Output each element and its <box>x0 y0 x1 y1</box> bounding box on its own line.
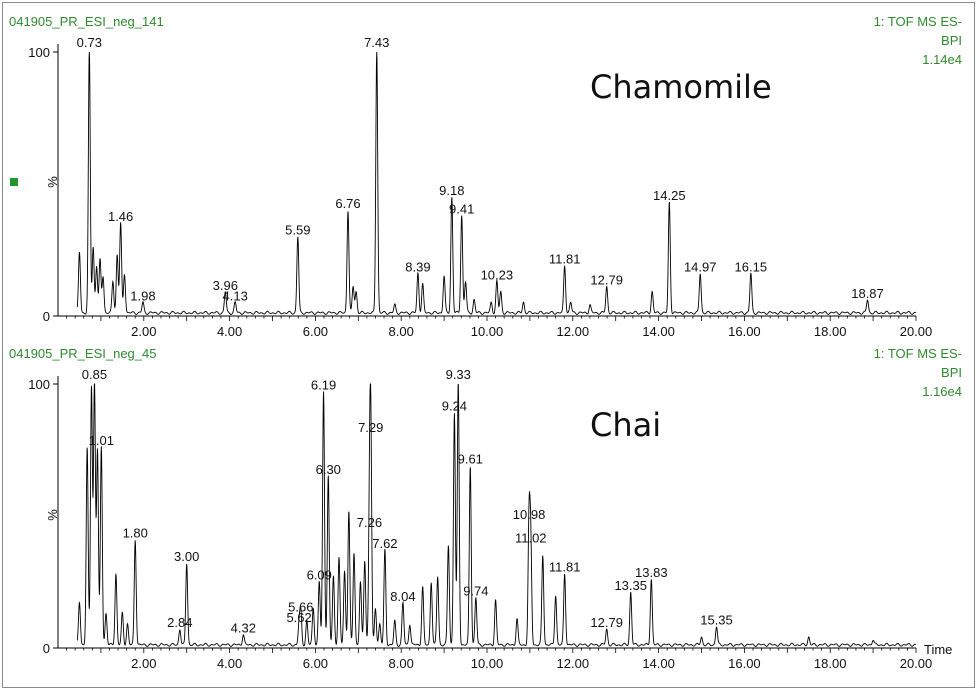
peak-label: 7.43 <box>364 35 389 50</box>
x-tick-label: 10.00 <box>471 656 504 671</box>
green-marker-icon <box>10 178 18 186</box>
panel-header-right-line2: BPI <box>941 365 962 380</box>
y-tick-label: 100 <box>28 377 50 392</box>
panel-header-right-line1: 1: TOF MS ES- <box>874 14 962 29</box>
peak-label: 12.79 <box>590 273 623 288</box>
x-tick-label: 6.00 <box>303 324 328 339</box>
peak-label: 11.81 <box>549 560 581 575</box>
x-tick-label: 18.00 <box>814 324 847 339</box>
x-axis-label: Time <box>924 642 952 657</box>
y-tick-label: 0 <box>43 309 50 324</box>
peak-label: 1.80 <box>123 525 148 540</box>
peak-label: 6.76 <box>335 196 360 211</box>
x-tick-label: 20.00 <box>900 656 933 671</box>
panel-header-right-line3: 1.14e4 <box>922 52 962 67</box>
peak-label: 9.18 <box>439 183 464 198</box>
peak-label: 10.23 <box>481 267 514 282</box>
x-tick-label: 4.00 <box>217 656 242 671</box>
x-tick-label: 16.00 <box>728 324 761 339</box>
peak-label: 3.96 <box>213 278 238 293</box>
panel-header-right-line2: BPI <box>941 33 962 48</box>
panel-header-left: 041905_PR_ESI_neg_45 <box>9 346 156 361</box>
x-tick-label: 12.00 <box>557 324 590 339</box>
peak-label: 2.84 <box>167 615 192 630</box>
peak-label: 8.39 <box>405 259 430 274</box>
panel-header-right-line3: 1.16e4 <box>922 384 962 399</box>
peak-label: 8.04 <box>390 589 415 604</box>
peak-label: 7.29 <box>358 420 383 435</box>
peak-label: 5.66 <box>288 599 313 614</box>
chromatogram-trace <box>76 383 917 647</box>
peak-label: 15.35 <box>700 613 733 628</box>
peak-label: 9.61 <box>458 451 483 466</box>
peak-label: 6.19 <box>311 378 336 393</box>
peak-label: 9.24 <box>442 399 467 414</box>
x-tick-label: 2.00 <box>131 324 156 339</box>
x-tick-label: 18.00 <box>814 656 847 671</box>
peak-label: 9.33 <box>446 367 471 382</box>
peak-label: 7.26 <box>357 515 382 530</box>
panel-chai: 041905_PR_ESI_neg_45 1: TOF MS ES- BPI 1… <box>9 346 962 671</box>
x-tick-label: 2.00 <box>131 656 156 671</box>
peak-label: 1.98 <box>130 288 155 303</box>
peak-label: 4.32 <box>231 620 256 635</box>
x-tick-label: 8.00 <box>389 324 414 339</box>
chromatogram-trace <box>76 51 917 315</box>
peak-label: 11.02 <box>515 531 547 546</box>
peak-label: 6.30 <box>316 462 341 477</box>
y-axis-label: % <box>45 509 60 521</box>
peak-label: 18.87 <box>851 286 884 301</box>
peak-label: 5.59 <box>285 222 310 237</box>
peak-label: 9.74 <box>463 583 488 598</box>
chart-title: Chamomile <box>590 68 772 106</box>
panel-chamomile: 041905_PR_ESI_neg_141 1: TOF MS ES- BPI … <box>9 14 962 339</box>
peak-label: 6.09 <box>307 568 332 583</box>
panel-header-right-line1: 1: TOF MS ES- <box>874 346 962 361</box>
peak-label: 5.62 <box>286 610 311 625</box>
peak-label: 13.83 <box>635 565 668 580</box>
peak-label: 14.97 <box>684 259 717 274</box>
y-tick-label: 100 <box>28 45 50 60</box>
chart-title: Chai <box>590 406 661 444</box>
y-axis-label: % <box>45 176 60 188</box>
x-tick-label: 12.00 <box>557 656 590 671</box>
peak-label: 0.73 <box>77 35 102 50</box>
x-tick-label: 10.00 <box>471 324 504 339</box>
peak-label: 12.79 <box>590 615 623 630</box>
peak-label: 13.35 <box>614 578 647 593</box>
x-tick-label: 14.00 <box>642 656 675 671</box>
y-tick-label: 0 <box>43 641 50 656</box>
peak-label: 1.46 <box>108 209 133 224</box>
x-tick-label: 16.00 <box>728 656 761 671</box>
x-tick-label: 4.00 <box>217 324 242 339</box>
peak-label: 3.00 <box>174 549 199 564</box>
x-tick-label: 20.00 <box>900 324 933 339</box>
peak-label: 11.81 <box>549 251 581 266</box>
peak-label: 9.41 <box>449 201 474 216</box>
peak-label: 4.13 <box>223 288 248 303</box>
panel-header-left: 041905_PR_ESI_neg_141 <box>9 14 164 29</box>
peak-label: 14.25 <box>653 188 686 203</box>
peak-label: 16.15 <box>735 259 768 274</box>
x-tick-label: 8.00 <box>389 656 414 671</box>
peak-label: 0.85 <box>82 367 107 382</box>
x-tick-label: 6.00 <box>303 656 328 671</box>
peak-label: 10.98 <box>513 507 546 522</box>
peak-label: 7.62 <box>372 536 397 551</box>
x-tick-label: 14.00 <box>642 324 675 339</box>
peak-label: 1.01 <box>89 433 114 448</box>
